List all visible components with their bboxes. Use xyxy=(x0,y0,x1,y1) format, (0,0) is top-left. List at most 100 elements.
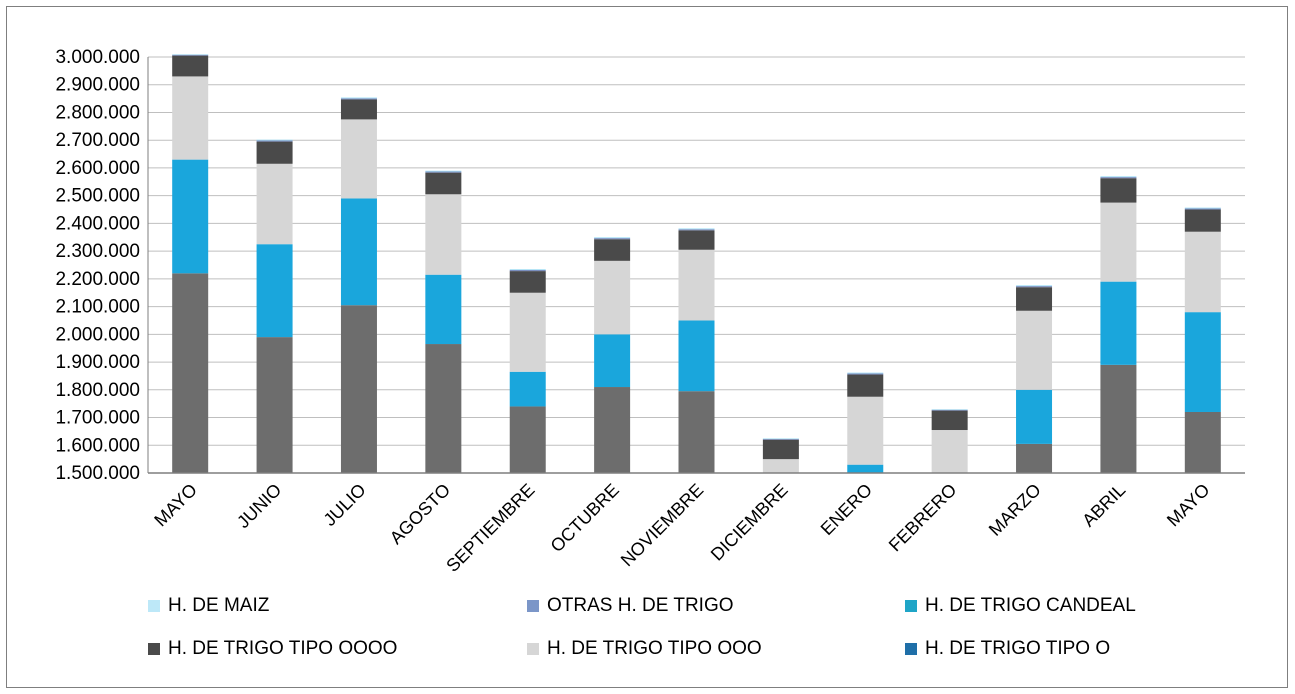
bar-segment xyxy=(762,438,799,439)
bar-segment xyxy=(256,141,293,164)
bar-segment xyxy=(256,140,293,142)
y-tick-label: 1.900.000 xyxy=(55,352,140,373)
bar-segment-base xyxy=(1184,411,1221,473)
bar-segment xyxy=(931,409,968,411)
bar-segment xyxy=(931,409,968,410)
bar-segment xyxy=(931,410,968,431)
x-tick-label: MAYO xyxy=(150,480,201,531)
grid-lines xyxy=(148,56,1245,474)
bar-segment xyxy=(1184,208,1221,210)
bar-segment xyxy=(509,269,546,272)
chart-frame xyxy=(6,6,1288,688)
y-tick-label: 2.500.000 xyxy=(55,186,140,207)
bar-segment xyxy=(340,97,377,99)
bar-segment xyxy=(340,119,377,199)
bar-segment xyxy=(425,274,462,345)
bar-segment xyxy=(256,139,293,141)
bar-segment-base xyxy=(678,391,715,473)
bar-segment xyxy=(847,374,884,397)
y-tick-label: 2.300.000 xyxy=(55,241,140,262)
y-tick-label: 1.600.000 xyxy=(55,435,140,456)
bar-segment xyxy=(509,271,546,293)
y-tick-label: 2.700.000 xyxy=(55,130,140,151)
y-tick-label: 1.800.000 xyxy=(55,380,140,401)
bar-segment-base xyxy=(509,406,546,473)
bar-segment xyxy=(1100,202,1137,282)
bar-segment xyxy=(678,229,715,231)
bar-segment xyxy=(762,438,799,440)
bar-segment xyxy=(172,55,209,77)
bar-segment xyxy=(1100,178,1137,203)
y-tick-label: 1.500.000 xyxy=(55,463,140,484)
bar-segment xyxy=(340,98,377,100)
bar-segment-base xyxy=(340,305,377,473)
bar-segment xyxy=(1100,177,1137,179)
bar-segment xyxy=(340,198,377,306)
bar-segment-base xyxy=(1016,443,1053,473)
bar-segment xyxy=(678,320,715,392)
bar-segment xyxy=(1016,310,1053,390)
bar-segment xyxy=(1184,312,1221,412)
bar-segment xyxy=(847,396,884,465)
bar-segment xyxy=(172,54,209,55)
y-tick-label: 3.000.000 xyxy=(55,47,140,68)
x-tick-label: ABRIL xyxy=(1078,480,1129,531)
y-tick-label: 2.200.000 xyxy=(55,269,140,290)
bar-segment xyxy=(425,172,462,195)
bar-segment xyxy=(678,230,715,250)
bar-segment xyxy=(594,237,631,239)
bar-segment xyxy=(509,371,546,407)
y-tick-label: 1.700.000 xyxy=(55,408,140,429)
y-tick-label: 2.000.000 xyxy=(55,324,140,345)
x-tick-label: SEPTIEMBRE xyxy=(442,480,538,576)
bar-segment xyxy=(1184,231,1221,313)
bar-segment xyxy=(172,159,209,274)
axes xyxy=(147,57,1245,474)
bar-segment xyxy=(1184,207,1221,209)
bar-segment xyxy=(172,76,209,160)
x-tick-label: AGOSTO xyxy=(386,480,454,548)
y-tick-label: 2.800.000 xyxy=(55,102,140,123)
bar-segment xyxy=(1100,176,1137,178)
bar-segment xyxy=(256,244,293,338)
bar-segment xyxy=(678,249,715,321)
bar-segment-base xyxy=(1100,364,1137,473)
bar-segment xyxy=(678,228,715,230)
bar-segment xyxy=(762,439,799,460)
bar-segment xyxy=(172,54,209,56)
bar-segment xyxy=(847,373,884,375)
bar-segment xyxy=(594,260,631,335)
bar-segment-base xyxy=(256,337,293,473)
bar-segment xyxy=(1016,285,1053,287)
y-tick-label: 2.100.000 xyxy=(55,297,140,318)
bar-segment xyxy=(256,163,293,245)
bar-segment xyxy=(1016,286,1053,288)
y-tick-label: 2.900.000 xyxy=(55,75,140,96)
x-tick-label: JULIO xyxy=(320,480,370,530)
bar-segment-base xyxy=(425,344,462,473)
bar-segment xyxy=(847,372,884,374)
bar-segment-base xyxy=(172,273,209,473)
bar-segment xyxy=(425,194,462,275)
bar-segment xyxy=(1016,287,1053,311)
bar-segment xyxy=(425,170,462,172)
bar-segment xyxy=(762,459,799,473)
x-tick-label: OCTUBRE xyxy=(547,480,623,556)
y-tick-label: 2.400.000 xyxy=(55,213,140,234)
x-tick-label: DICIEMBRE xyxy=(707,480,792,565)
bar-segment xyxy=(1016,389,1053,444)
x-tick-label: FEBRERO xyxy=(885,480,961,556)
bars xyxy=(172,54,1221,473)
x-tick-label: JUNIO xyxy=(233,480,285,532)
bar-segment xyxy=(340,99,377,120)
x-tick-label: NOVIEMBRE xyxy=(617,480,708,571)
bar-segment xyxy=(509,269,546,270)
y-tick-label: 2.600.000 xyxy=(55,158,140,179)
bar-segment xyxy=(509,292,546,372)
bar-segment xyxy=(594,334,631,388)
bar-segment xyxy=(425,171,462,173)
bar-segment xyxy=(594,239,631,261)
x-tick-label: MARZO xyxy=(985,480,1045,540)
